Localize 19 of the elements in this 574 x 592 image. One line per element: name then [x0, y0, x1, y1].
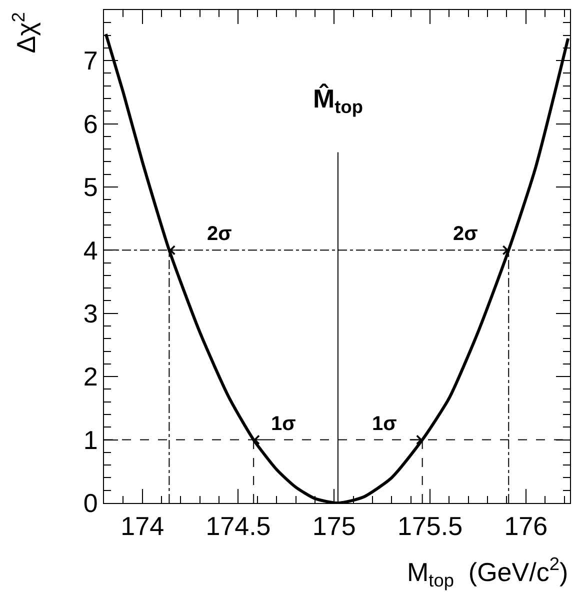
- y-tick-label: 7: [83, 46, 98, 76]
- x-tick-label: 175: [312, 511, 356, 542]
- x-tick-label: 176: [504, 511, 548, 542]
- y-tick-label: 0: [83, 488, 98, 518]
- x-axis-title: M$_{top}$ (GeV/c$^{2}$): [407, 554, 568, 590]
- annotation: 2σ: [453, 223, 478, 245]
- y-tick-label: 4: [83, 235, 98, 266]
- annotation: 2σ: [207, 223, 232, 245]
- x-tick-label: 175.5: [397, 511, 463, 542]
- annotation: 1σ: [372, 413, 398, 435]
- y-tick-label: 2: [83, 362, 98, 392]
- y-tick-label: 6: [83, 108, 98, 139]
- x-tick-label: 174.5: [206, 511, 271, 542]
- y-tick-label: 1: [83, 424, 98, 455]
- annotation: M̂$_{top}$: [313, 83, 363, 118]
- y-tick-label: 5: [83, 172, 98, 202]
- annotation: 1σ: [271, 413, 296, 435]
- x-tick-label: 174: [120, 511, 164, 542]
- y-tick-label: 3: [83, 298, 98, 328]
